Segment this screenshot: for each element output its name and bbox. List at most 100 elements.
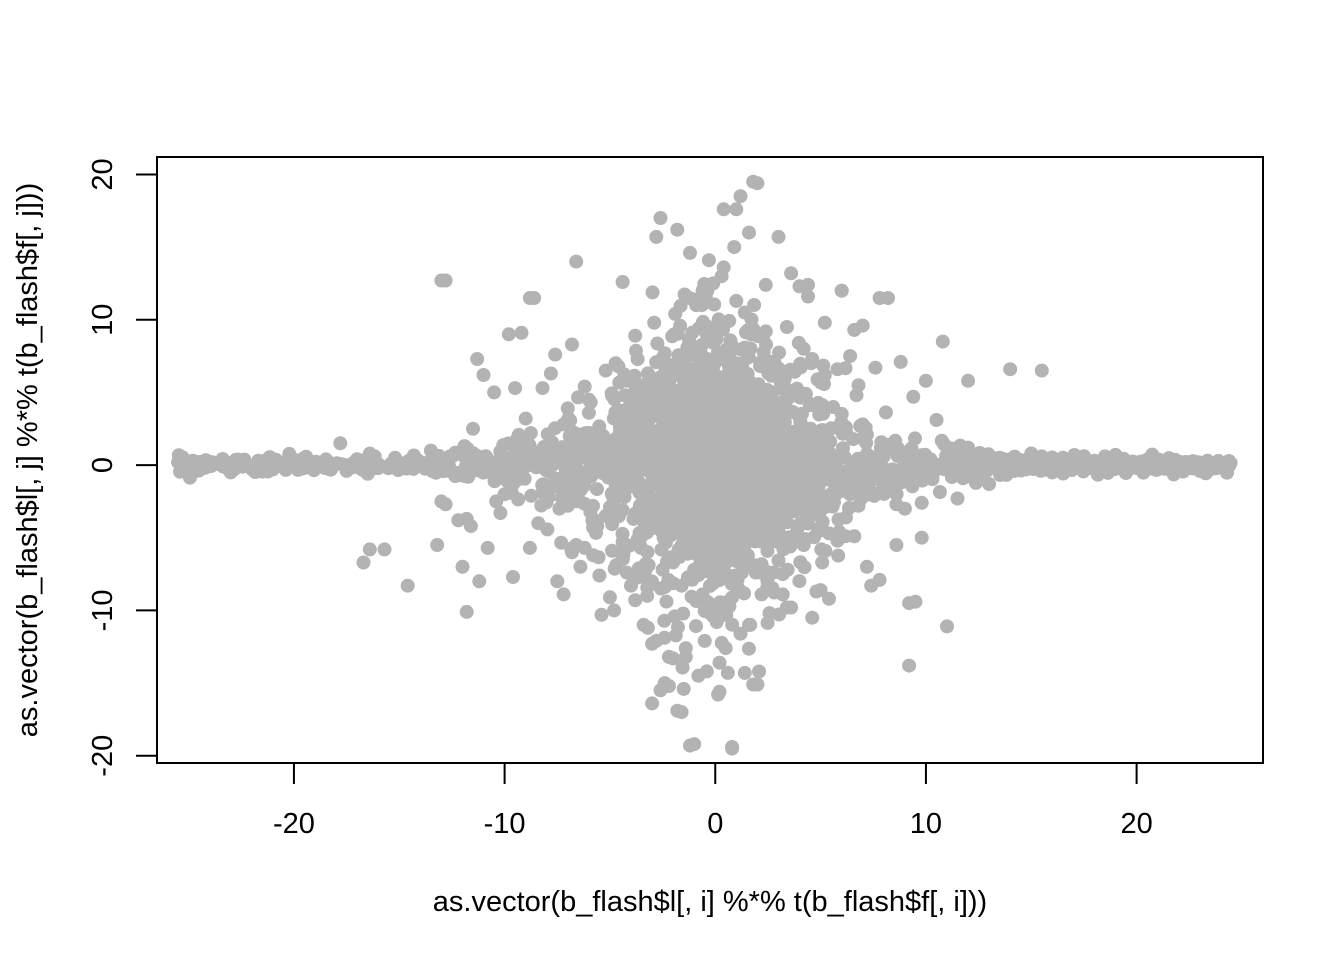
- data-point: [718, 604, 733, 619]
- core-point: [565, 454, 580, 469]
- data-point: [514, 325, 529, 340]
- core-point: [747, 298, 762, 312]
- data-point: [602, 590, 617, 605]
- data-point: [701, 253, 716, 268]
- data-point: [282, 455, 297, 470]
- data-point: [678, 649, 693, 664]
- data-point: [556, 587, 571, 602]
- data-point: [333, 436, 348, 451]
- data-point: [674, 705, 689, 720]
- data-point: [784, 266, 799, 281]
- data-point: [487, 385, 502, 400]
- data-point: [434, 494, 449, 509]
- data-point: [489, 494, 504, 509]
- core-point: [815, 398, 830, 413]
- core-point: [630, 352, 645, 367]
- core-point: [460, 441, 475, 456]
- data-point: [649, 633, 664, 648]
- data-point: [615, 275, 630, 289]
- data-point: [506, 570, 520, 584]
- data-point: [855, 417, 870, 432]
- data-point: [723, 338, 737, 353]
- core-point: [612, 418, 627, 433]
- data-point: [735, 394, 750, 409]
- core-point: [618, 433, 633, 447]
- data-point: [765, 533, 780, 548]
- data-point: [843, 487, 858, 502]
- core-point: [763, 445, 778, 460]
- data-point: [508, 381, 523, 396]
- data-point: [651, 407, 666, 422]
- data-point: [674, 578, 689, 593]
- data-point: [727, 527, 742, 542]
- data-point: [1034, 449, 1049, 464]
- core-point: [674, 411, 689, 426]
- data-point: [236, 455, 251, 470]
- data-point: [754, 587, 769, 602]
- data-point: [501, 327, 516, 342]
- core-point: [637, 483, 652, 498]
- core-point: [524, 488, 539, 503]
- core-point: [537, 458, 552, 473]
- data-point: [889, 538, 904, 552]
- data-point: [565, 337, 579, 352]
- data-point: [430, 538, 445, 552]
- data-point: [1161, 458, 1176, 473]
- data-point: [350, 453, 365, 468]
- data-point: [638, 556, 653, 571]
- core-point: [452, 468, 467, 483]
- data-point: [822, 591, 836, 606]
- data-point: [1003, 362, 1018, 377]
- data-point: [796, 538, 811, 552]
- core-point: [713, 519, 728, 534]
- data-point: [811, 479, 826, 494]
- core-point: [696, 440, 710, 454]
- core-point: [661, 572, 676, 587]
- data-point: [805, 352, 820, 366]
- data-point: [929, 413, 944, 427]
- core-point: [825, 462, 840, 476]
- data-point: [265, 462, 280, 477]
- data-point: [607, 603, 622, 618]
- data-point: [961, 440, 976, 455]
- data-point: [1066, 455, 1081, 470]
- data-point: [584, 469, 598, 484]
- data-point: [598, 508, 613, 523]
- data-point: [628, 328, 643, 343]
- data-point: [577, 540, 592, 555]
- data-point: [683, 245, 697, 260]
- data-point: [609, 481, 624, 496]
- core-point: [425, 463, 440, 478]
- core-point: [785, 405, 800, 419]
- core-point: [699, 488, 714, 503]
- core-point: [801, 479, 816, 494]
- core-point: [554, 535, 569, 550]
- core-point: [369, 457, 384, 472]
- core-point: [732, 546, 747, 561]
- core-point: [759, 337, 773, 352]
- data-point: [1087, 453, 1102, 468]
- x-tick-label: 10: [910, 808, 942, 840]
- data-point: [710, 545, 725, 560]
- core-point: [754, 432, 769, 447]
- data-point: [815, 514, 830, 529]
- core-point: [645, 396, 660, 411]
- data-point: [630, 472, 645, 487]
- core-point: [663, 500, 678, 515]
- data-point: [893, 354, 908, 369]
- data-point: [171, 455, 186, 470]
- data-point: [893, 462, 908, 477]
- data-point: [744, 327, 759, 342]
- core-point: [710, 353, 725, 368]
- core-point: [818, 544, 833, 558]
- data-point: [779, 600, 794, 615]
- data-point: [731, 581, 746, 596]
- core-point: [645, 285, 660, 300]
- data-point: [560, 401, 575, 416]
- core-point: [658, 389, 672, 404]
- data-point: [739, 429, 754, 443]
- data-point: [836, 466, 851, 481]
- data-point: [647, 315, 662, 330]
- core-point: [780, 515, 795, 530]
- data-point: [388, 450, 403, 465]
